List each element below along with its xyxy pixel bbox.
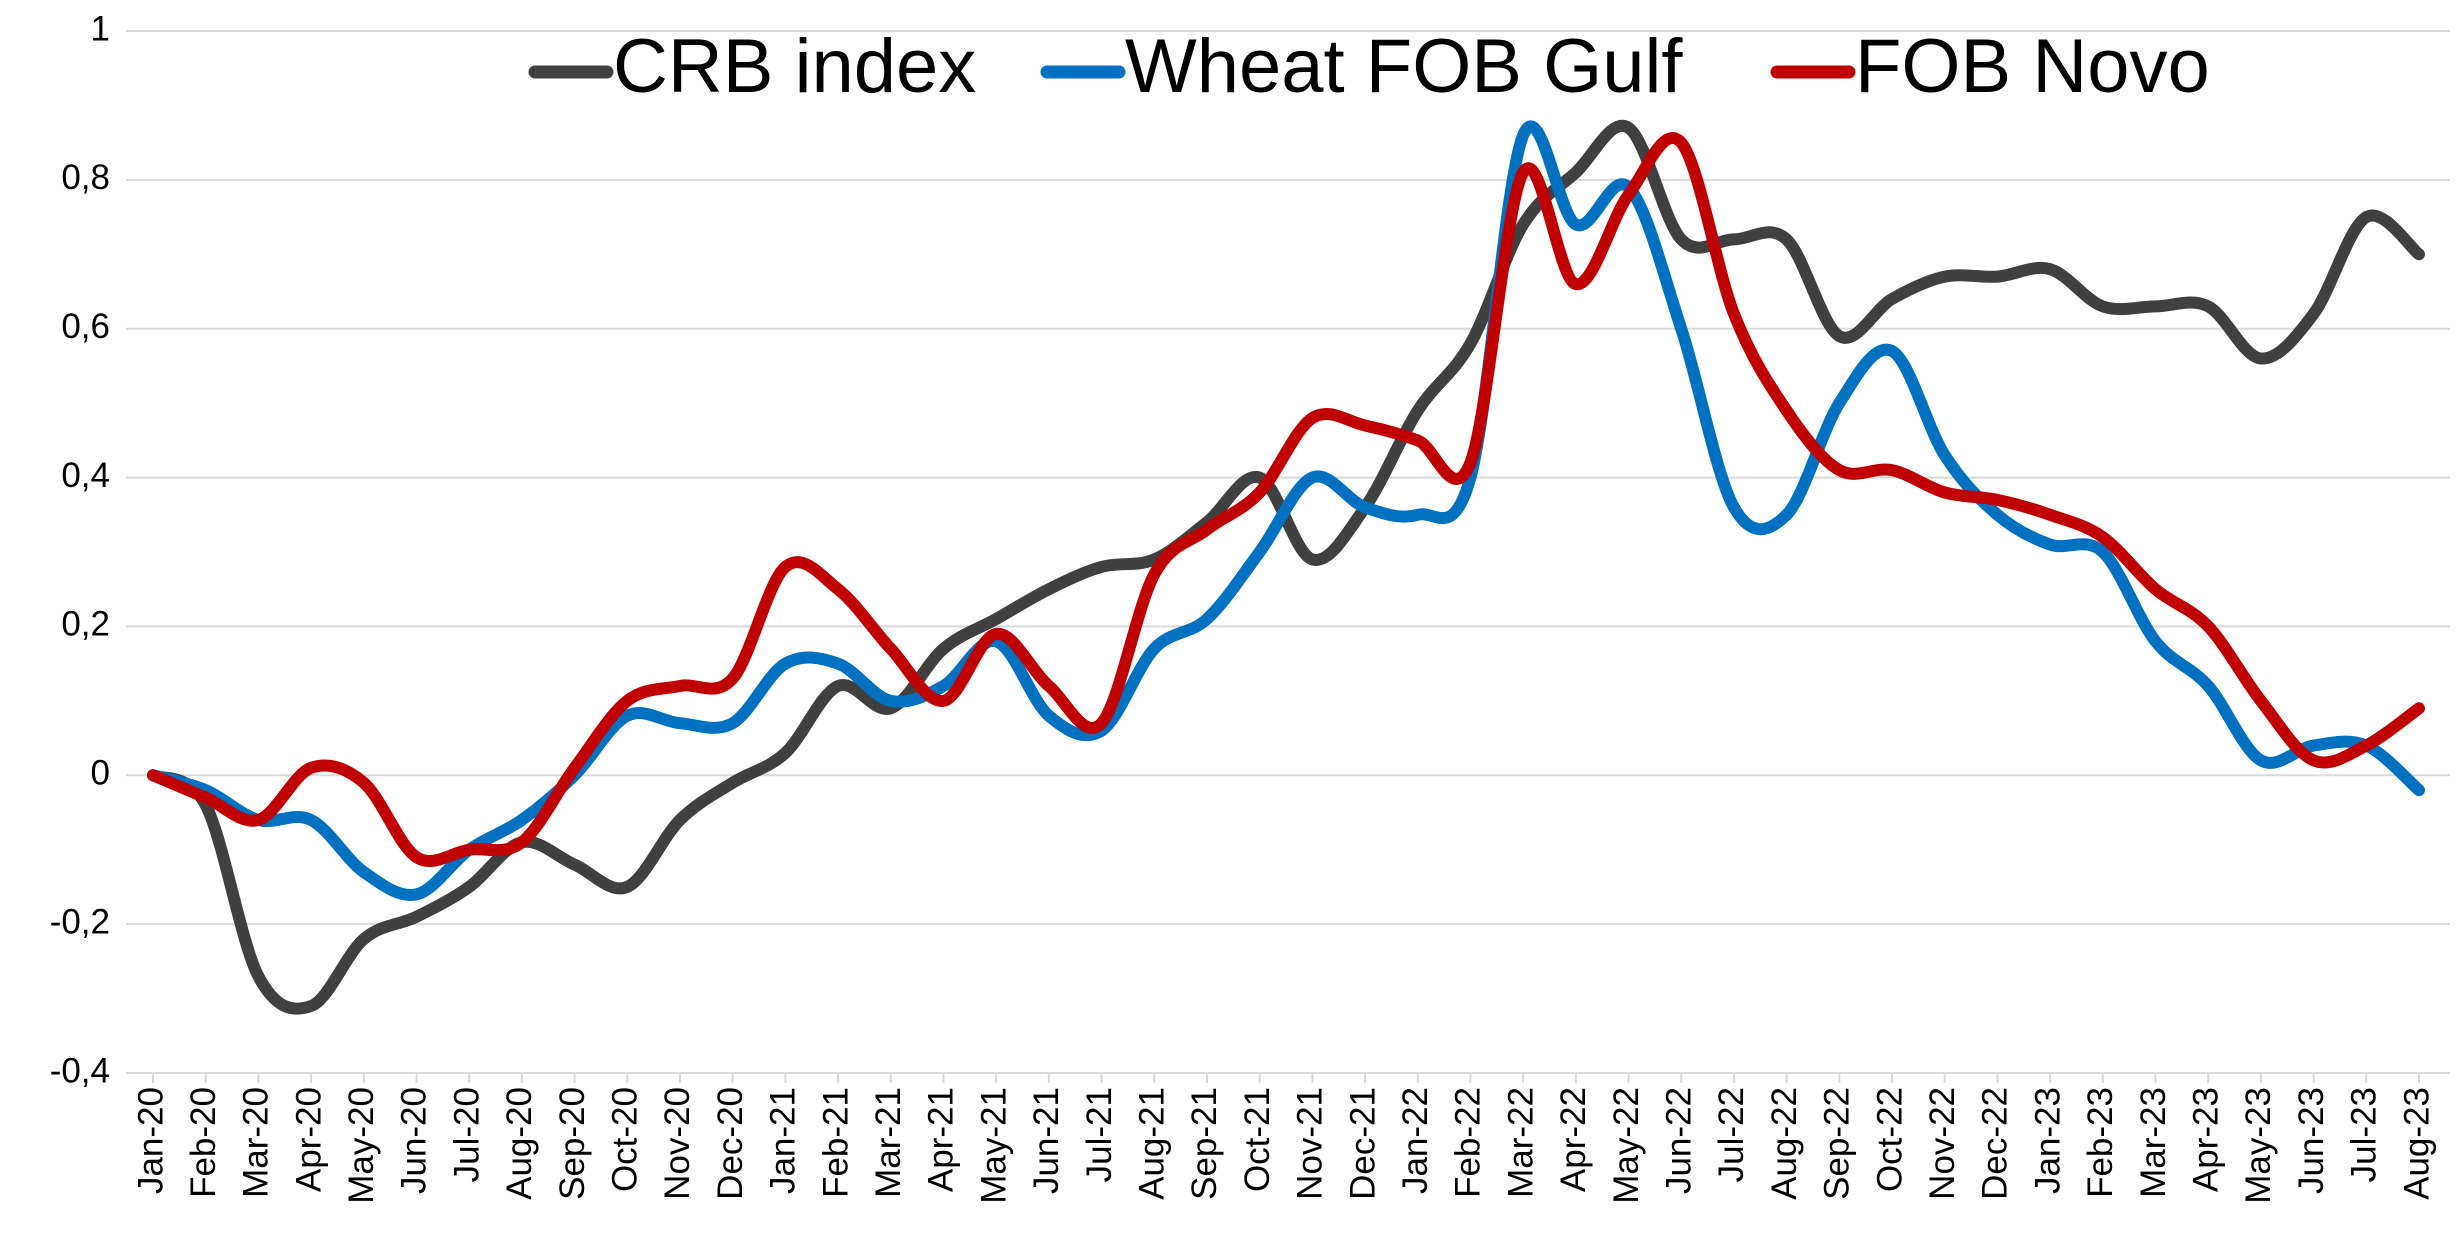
x-tick-label: May-20 — [342, 1087, 381, 1204]
y-tick-label: 0,4 — [61, 456, 110, 495]
y-tick-label: 0,8 — [61, 158, 110, 197]
x-tick-label: Jan-22 — [1396, 1087, 1435, 1194]
x-tick-label: Apr-22 — [1554, 1087, 1593, 1192]
y-tick-label: 0 — [91, 754, 110, 793]
x-tick-label: Jul-20 — [447, 1087, 486, 1182]
x-tick-label: Nov-22 — [1923, 1087, 1962, 1200]
x-tick-label: Nov-20 — [658, 1087, 697, 1200]
x-tick-label: Jun-22 — [1659, 1087, 1698, 1194]
y-tick-label: 0,2 — [61, 605, 110, 644]
x-tick-label: Jul-23 — [2345, 1087, 2384, 1182]
series-line — [147, 119, 2425, 1015]
legend-label: Wheat FOB Gulf — [1125, 24, 1683, 109]
x-tick-label: Mar-20 — [237, 1087, 276, 1198]
x-tick-label: Feb-22 — [1449, 1087, 1488, 1198]
y-tick-label: 1 — [91, 9, 110, 48]
x-tick-label: Feb-21 — [816, 1087, 855, 1198]
x-tick-label: Jan-20 — [131, 1087, 170, 1194]
series-line — [147, 120, 2425, 901]
x-tick-label: Jan-21 — [764, 1087, 803, 1194]
x-tick-label: Oct-21 — [1238, 1087, 1277, 1192]
x-tick-label: Jun-20 — [395, 1087, 434, 1194]
x-tick-label: Sep-20 — [553, 1087, 592, 1200]
x-tick-label: May-21 — [974, 1087, 1013, 1204]
x-tick-label: Jul-22 — [1712, 1087, 1751, 1182]
x-tick-label: May-23 — [2239, 1087, 2278, 1204]
y-tick-label: 0,6 — [61, 307, 110, 346]
x-tick-label: Feb-23 — [2081, 1087, 2120, 1198]
x-tick-label: Dec-20 — [711, 1087, 750, 1200]
legend-label: CRB index — [613, 24, 976, 109]
y-tick-label: -0,4 — [50, 1051, 110, 1090]
x-tick-label: Feb-20 — [184, 1087, 223, 1198]
x-tick-label: Jan-23 — [2028, 1087, 2067, 1194]
x-tick-label: May-22 — [1607, 1087, 1646, 1204]
x-tick-label: Sep-21 — [1185, 1087, 1224, 1200]
legend-label: FOB Novo — [1855, 24, 2210, 109]
x-tick-label: Jun-21 — [1027, 1087, 1066, 1194]
x-tick-label: Apr-23 — [2186, 1087, 2225, 1192]
x-tick-label: Jun-23 — [2292, 1087, 2331, 1194]
y-tick-label: -0,2 — [50, 902, 110, 941]
series-line — [147, 132, 2425, 868]
x-tick-label: Mar-22 — [1501, 1087, 1540, 1198]
x-tick-label: Nov-21 — [1291, 1087, 1330, 1200]
x-tick-label: Jul-21 — [1080, 1087, 1119, 1182]
x-tick-label: Aug-20 — [500, 1087, 539, 1200]
x-tick-label: Apr-20 — [289, 1087, 328, 1192]
x-tick-label: Oct-20 — [606, 1087, 645, 1192]
x-tick-label: Mar-21 — [869, 1087, 908, 1198]
x-tick-label: Aug-22 — [1765, 1087, 1804, 1200]
x-tick-label: Dec-22 — [1976, 1087, 2015, 1200]
x-tick-label: Mar-23 — [2134, 1087, 2173, 1198]
x-tick-label: Apr-21 — [922, 1087, 961, 1192]
x-tick-label: Dec-21 — [1343, 1087, 1382, 1200]
x-tick-label: Aug-21 — [1133, 1087, 1172, 1200]
x-tick-label: Sep-22 — [1818, 1087, 1857, 1200]
x-tick-label: Aug-23 — [2397, 1087, 2436, 1200]
x-tick-label: Oct-22 — [1870, 1087, 1909, 1192]
